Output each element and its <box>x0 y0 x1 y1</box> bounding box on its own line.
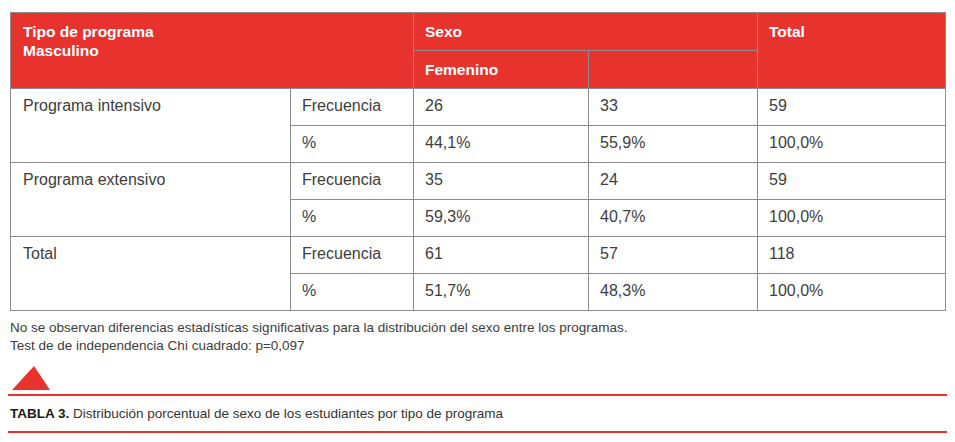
measure-label: Frecuencia <box>291 89 414 126</box>
table-footnotes: No se observan diferencias estadísticas … <box>10 319 945 355</box>
row-label-programa-intensivo: Programa intensivo <box>11 89 291 163</box>
caption-label: TABLA 3. <box>10 406 69 421</box>
cell-value: 59 <box>758 163 946 200</box>
measure-label: % <box>291 200 414 237</box>
cell-value: 100,0% <box>758 200 946 237</box>
page: Tipo de programa Masculino Sexo Total Fe… <box>0 0 955 442</box>
header-sexo: Sexo <box>414 13 758 51</box>
header-program-type: Tipo de programa Masculino <box>11 13 414 89</box>
footnote-line-1: No se observan diferencias estadísticas … <box>10 319 945 337</box>
cell-value: 118 <box>758 237 946 274</box>
header-program-type-line1: Tipo de programa <box>23 22 403 41</box>
cell-value: 59,3% <box>414 200 589 237</box>
caption-text: Distribución porcentual de sexo de los e… <box>69 406 503 421</box>
triangle-up-icon <box>12 366 50 390</box>
row-label-total: Total <box>11 237 291 311</box>
cell-value: 24 <box>589 163 758 200</box>
header-sex-col2-empty <box>589 51 758 89</box>
measure-label: Frecuencia <box>291 163 414 200</box>
crosstab-table: Tipo de programa Masculino Sexo Total Fe… <box>10 12 946 311</box>
cell-value: 59 <box>758 89 946 126</box>
cell-value: 40,7% <box>589 200 758 237</box>
caption-rule-bottom <box>8 431 947 433</box>
cell-value: 61 <box>414 237 589 274</box>
cell-value: 57 <box>589 237 758 274</box>
cell-value: 100,0% <box>758 274 946 311</box>
row-label-programa-extensivo: Programa extensivo <box>11 163 291 237</box>
footnote-line-2: Test de de independencia Chi cuadrado: p… <box>10 337 945 355</box>
cell-value: 44,1% <box>414 126 589 163</box>
cell-value: 26 <box>414 89 589 126</box>
header-row-1: Tipo de programa Masculino Sexo Total <box>11 13 946 51</box>
header-total: Total <box>758 13 946 89</box>
cell-value: 100,0% <box>758 126 946 163</box>
cell-value: 55,9% <box>589 126 758 163</box>
cell-value: 33 <box>589 89 758 126</box>
cell-value: 51,7% <box>414 274 589 311</box>
measure-label: % <box>291 274 414 311</box>
header-program-type-line2: Masculino <box>23 41 403 60</box>
table-container: Tipo de programa Masculino Sexo Total Fe… <box>0 0 955 311</box>
cell-value: 35 <box>414 163 589 200</box>
table-row: Programa intensivo Frecuencia 26 33 59 <box>11 89 946 126</box>
table-caption: TABLA 3. Distribución porcentual de sexo… <box>8 396 947 431</box>
table-row: Total Frecuencia 61 57 118 <box>11 237 946 274</box>
measure-label: % <box>291 126 414 163</box>
header-femenino: Femenino <box>414 51 589 89</box>
measure-label: Frecuencia <box>291 237 414 274</box>
cell-value: 48,3% <box>589 274 758 311</box>
table-row: Programa extensivo Frecuencia 35 24 59 <box>11 163 946 200</box>
